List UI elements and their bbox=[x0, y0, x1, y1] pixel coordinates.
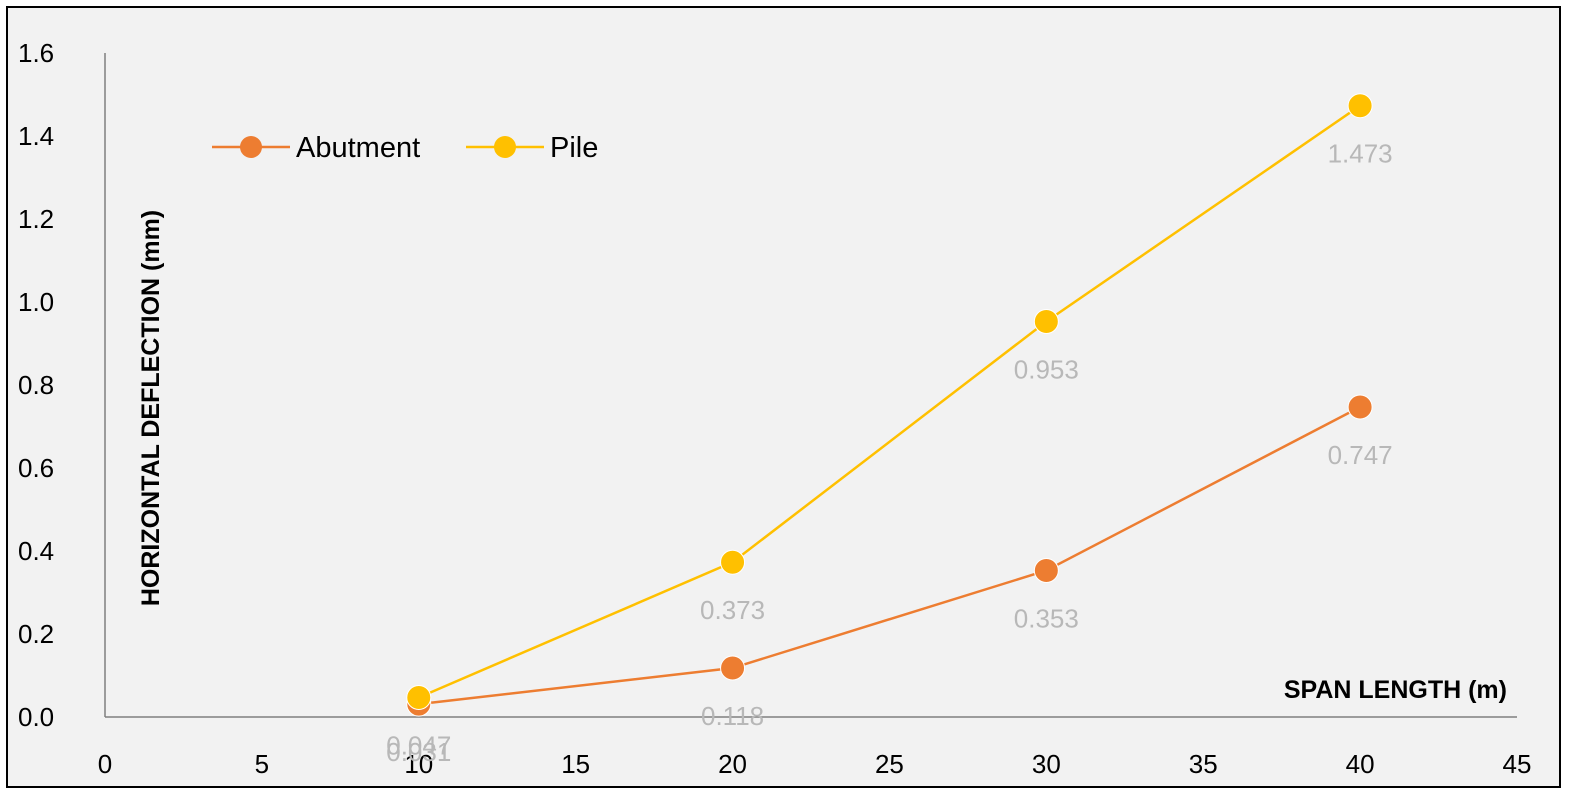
axes bbox=[104, 53, 1517, 718]
x-tick-label: 10 bbox=[404, 749, 433, 779]
data-label-abutment: 0.118 bbox=[701, 701, 764, 731]
x-tick-label: 30 bbox=[1032, 749, 1061, 779]
y-axis-title: HORIZONTAL DEFLECTION (mm) bbox=[137, 210, 165, 606]
legend-marker-pile bbox=[494, 136, 516, 158]
legend-marker-abutment bbox=[240, 136, 262, 158]
data-point-pile bbox=[720, 549, 746, 575]
x-tick-label: 35 bbox=[1189, 749, 1218, 779]
x-tick-label: 5 bbox=[255, 749, 269, 779]
y-tick-label: 0.2 bbox=[18, 619, 54, 649]
legend-label-abutment: Abutment bbox=[296, 132, 420, 164]
data-label-abutment: 0.031 bbox=[386, 737, 451, 767]
data-point-pile bbox=[1347, 93, 1373, 119]
x-tick-label: 0 bbox=[98, 749, 112, 779]
data-point-pile bbox=[1033, 309, 1059, 335]
y-tick-label: 0.6 bbox=[18, 453, 54, 483]
y-tick-label: 0.4 bbox=[18, 536, 54, 566]
legend: Abutment Pile bbox=[212, 132, 598, 164]
y-tick-label: 0.8 bbox=[18, 370, 54, 400]
data-point-pile bbox=[406, 684, 432, 710]
data-label-abutment: 0.353 bbox=[1014, 604, 1079, 634]
y-tick-label: 1.2 bbox=[18, 204, 54, 234]
data-point-abutment bbox=[720, 655, 746, 681]
x-tick-label: 40 bbox=[1346, 749, 1375, 779]
data-label-pile: 0.373 bbox=[700, 595, 765, 625]
x-tick-label: 15 bbox=[561, 749, 590, 779]
y-tick-label: 1.4 bbox=[18, 121, 54, 151]
data-label-pile: 1.473 bbox=[1328, 139, 1393, 169]
x-tick-labels: 0 5 10 15 20 25 30 35 40 45 bbox=[98, 749, 1532, 779]
data-label-pile: 0.953 bbox=[1014, 355, 1079, 385]
data-point-abutment bbox=[1033, 558, 1059, 584]
y-tick-label: 1.6 bbox=[18, 38, 54, 68]
data-label-abutment: 0.747 bbox=[1328, 440, 1393, 470]
series-line-abutment bbox=[418, 405, 1361, 706]
series-line-pile bbox=[418, 104, 1361, 699]
y-tick-label: 1.0 bbox=[18, 287, 54, 317]
x-tick-label: 45 bbox=[1503, 749, 1532, 779]
y-tick-labels: 0.0 0.2 0.4 0.6 0.8 1.0 1.2 1.4 1.6 bbox=[18, 38, 54, 732]
x-tick-label: 25 bbox=[875, 749, 904, 779]
x-axis-title: SPAN LENGTH (m) bbox=[1284, 676, 1507, 704]
data-label-pile: 0.047 bbox=[386, 730, 451, 760]
x-tick-label: 20 bbox=[718, 749, 747, 779]
y-tick-label: 0.0 bbox=[18, 702, 54, 732]
legend-label-pile: Pile bbox=[550, 132, 598, 164]
data-labels: 0.031 0.118 0.353 0.747 0.047 0.373 0.953 1.473 bbox=[386, 139, 1392, 767]
series-layer bbox=[406, 93, 1373, 717]
chart-frame bbox=[6, 6, 1561, 788]
data-point-abutment bbox=[1347, 394, 1373, 420]
